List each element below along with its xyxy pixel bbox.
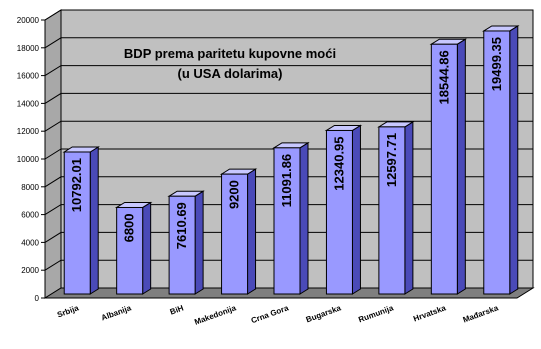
bar-value-label: 7610.69 <box>174 202 189 249</box>
bar-side <box>194 190 204 295</box>
y-tick-label: 6000 <box>21 211 39 220</box>
bar-front <box>116 206 144 295</box>
bar-value-label: 12597.71 <box>384 133 399 187</box>
bar-7: 18544.86 <box>429 38 468 295</box>
bar-5: 12340.95 <box>324 124 363 295</box>
bar-front <box>430 43 458 295</box>
gridline <box>44 259 533 271</box>
bar-value-label: 19499.35 <box>489 37 504 91</box>
bar-2: 7610.69 <box>167 190 205 295</box>
x-tick-label: Rumunija <box>357 303 395 324</box>
bar-value-label: 9200 <box>227 180 242 209</box>
gridline <box>44 9 533 21</box>
bar-front <box>378 126 406 295</box>
y-tick-label: 10000 <box>17 155 40 164</box>
y-tick-label: 18000 <box>17 44 40 53</box>
bar-0: 10792.01 <box>62 146 100 295</box>
bar-4: 11091.86 <box>272 141 310 295</box>
bar-side <box>247 168 257 295</box>
bar-front <box>221 173 249 295</box>
gridline <box>44 176 533 188</box>
y-tick-label: 14000 <box>17 99 40 108</box>
y-tick-label: 20000 <box>17 16 40 25</box>
gridline <box>44 148 533 160</box>
chart-title-line-1: BDP prema paritetu kupovne moći <box>124 46 336 61</box>
bar-value-label: 11091.86 <box>279 154 294 208</box>
x-tick-label: BiH <box>169 303 185 316</box>
bar-value-label: 12340.95 <box>331 136 346 190</box>
gridline <box>44 92 533 104</box>
bar-front <box>168 195 196 295</box>
bar-front <box>325 129 353 295</box>
y-tick-label: 16000 <box>17 72 40 81</box>
bar-value-label: 10792.01 <box>69 158 84 212</box>
x-tick-label: Hrvatska <box>412 303 447 323</box>
gridline <box>44 65 533 77</box>
bar-front <box>273 147 301 295</box>
bar-1: 6800 <box>114 201 153 295</box>
bar-side <box>299 141 309 295</box>
gridline <box>44 204 533 216</box>
gridline <box>44 37 533 49</box>
bar-8: 19499.35 <box>482 25 520 295</box>
x-tick-label: Bugarska <box>305 303 343 324</box>
x-tick-label: Albanija <box>100 303 133 322</box>
bar-front <box>483 30 511 295</box>
gridline <box>44 120 533 132</box>
x-tick-label: Makedonija <box>193 303 238 327</box>
bar-side <box>404 120 414 295</box>
y-tick-label: 4000 <box>21 238 39 247</box>
bar-side <box>142 201 152 295</box>
bar-side <box>456 38 466 295</box>
bar-front <box>63 151 91 295</box>
x-tick-label: Crna Gora <box>250 303 290 325</box>
bar-6: 12597.71 <box>377 120 415 295</box>
y-tick-label: 0 <box>35 294 40 303</box>
chart-title-line-2: (u USA dolarima) <box>178 66 283 81</box>
y-tick-label: 2000 <box>21 266 39 275</box>
bar-value-label: 18544.86 <box>436 50 451 104</box>
x-tick-label: Mađarska <box>462 303 500 324</box>
y-tick-label: 8000 <box>21 183 39 192</box>
x-tick-label: Srbija <box>56 303 80 319</box>
bar-side <box>89 146 99 295</box>
y-tick-label: 12000 <box>17 127 40 136</box>
bar-side <box>509 25 519 295</box>
bar-side <box>351 124 361 295</box>
bar-3: 9200 <box>219 168 258 295</box>
gridline <box>44 231 533 243</box>
bar-value-label: 6800 <box>122 213 137 242</box>
